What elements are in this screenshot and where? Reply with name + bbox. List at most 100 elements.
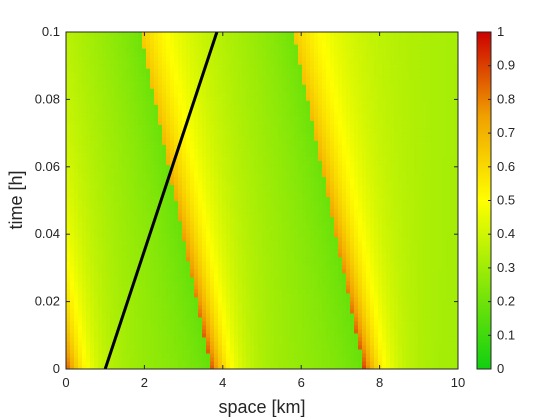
heatmap-cell [146, 40, 151, 45]
heatmap-cell [262, 300, 267, 306]
heatmap-cell [74, 120, 79, 125]
heatmap-cell [270, 180, 275, 186]
heatmap-cell [246, 60, 251, 65]
heatmap-cell [246, 208, 251, 214]
heatmap-cell [274, 268, 279, 274]
heatmap-cell [170, 192, 175, 198]
heatmap-cell [206, 144, 211, 149]
heatmap-cell [118, 64, 123, 69]
heatmap-cell [174, 320, 179, 326]
heatmap-cell [190, 212, 195, 218]
heatmap-cell [266, 224, 271, 230]
heatmap-cell [134, 280, 139, 286]
heatmap-cell [170, 124, 175, 129]
heatmap-cell [162, 272, 167, 278]
heatmap-cell [150, 116, 155, 121]
heatmap-cell [206, 232, 211, 238]
heatmap-cell [198, 240, 203, 246]
heatmap-cell [78, 140, 83, 145]
heatmap-cell [230, 288, 235, 294]
heatmap-cell [130, 276, 135, 282]
heatmap-cell [70, 328, 75, 334]
heatmap-cell [214, 240, 219, 246]
heatmap-cell [226, 152, 231, 157]
heatmap-cell [206, 352, 211, 358]
heatmap-cell [106, 48, 111, 53]
heatmap-cell [190, 156, 195, 161]
heatmap-cell [170, 140, 175, 145]
heatmap-cell [82, 252, 87, 258]
heatmap-cell [154, 348, 159, 354]
heatmap-cell [302, 276, 307, 282]
heatmap-cell [142, 168, 147, 174]
heatmap-cell [166, 104, 171, 109]
heatmap-cell [70, 324, 75, 330]
heatmap-cell [82, 264, 87, 270]
heatmap-cell [194, 292, 199, 298]
heatmap-cell [126, 228, 131, 234]
heatmap-cell [282, 80, 287, 85]
heatmap-cell [222, 72, 227, 77]
heatmap-cell [242, 344, 247, 350]
heatmap-cell [142, 224, 147, 230]
heatmap-cell [190, 348, 195, 354]
heatmap-cell [298, 156, 303, 161]
heatmap-cell [246, 100, 251, 105]
heatmap-cell [66, 176, 71, 182]
heatmap-cell [114, 196, 119, 202]
heatmap-cell [118, 348, 123, 354]
heatmap-cell [186, 132, 191, 137]
heatmap-cell [182, 80, 187, 85]
heatmap-cell [298, 144, 303, 149]
heatmap-cell [210, 96, 215, 101]
heatmap-cell [250, 88, 255, 93]
heatmap-cell [290, 124, 295, 129]
heatmap-cell [250, 304, 255, 310]
heatmap-cell [154, 340, 159, 346]
heatmap-cell [274, 304, 279, 310]
heatmap-cell [190, 340, 195, 346]
heatmap-cell [214, 304, 219, 310]
heatmap-cell [298, 96, 303, 101]
heatmap-cell [174, 280, 179, 286]
heatmap-cell [122, 68, 127, 73]
heatmap-cell [282, 272, 287, 278]
heatmap-cell [270, 224, 275, 230]
heatmap-cell [178, 204, 183, 210]
heatmap-cell [270, 216, 275, 222]
heatmap-cell [206, 336, 211, 342]
heatmap-cell [162, 276, 167, 282]
heatmap-cell [290, 196, 295, 202]
heatmap-cell [214, 144, 219, 149]
heatmap-cell [278, 64, 283, 69]
heatmap-cell [82, 56, 87, 61]
heatmap-cell [258, 256, 263, 262]
heatmap-cell [262, 340, 267, 346]
heatmap-cell [262, 332, 267, 338]
heatmap-cell [254, 88, 259, 93]
heatmap-cell [162, 324, 167, 330]
heatmap-cell [66, 360, 71, 366]
heatmap-cell [174, 336, 179, 342]
heatmap-cell [262, 244, 267, 250]
heatmap-cell [226, 92, 231, 97]
heatmap-cell [210, 220, 215, 226]
heatmap-cell [242, 136, 247, 141]
heatmap-cell [194, 364, 199, 369]
heatmap-cell [170, 172, 175, 178]
heatmap-cell [242, 332, 247, 338]
heatmap-cell [218, 324, 223, 330]
heatmap-cell [282, 136, 287, 141]
heatmap-cell [242, 212, 247, 218]
heatmap-cell [278, 164, 283, 169]
heatmap-cell [102, 356, 107, 362]
heatmap-cell [70, 232, 75, 238]
heatmap-cell [170, 60, 175, 65]
heatmap-cell [262, 104, 267, 109]
heatmap-cell [254, 328, 259, 334]
heatmap-cell [262, 72, 267, 77]
heatmap-cell [286, 364, 291, 369]
heatmap-cell [150, 292, 155, 298]
heatmap-cell [74, 360, 79, 366]
heatmap-cell [94, 64, 99, 69]
